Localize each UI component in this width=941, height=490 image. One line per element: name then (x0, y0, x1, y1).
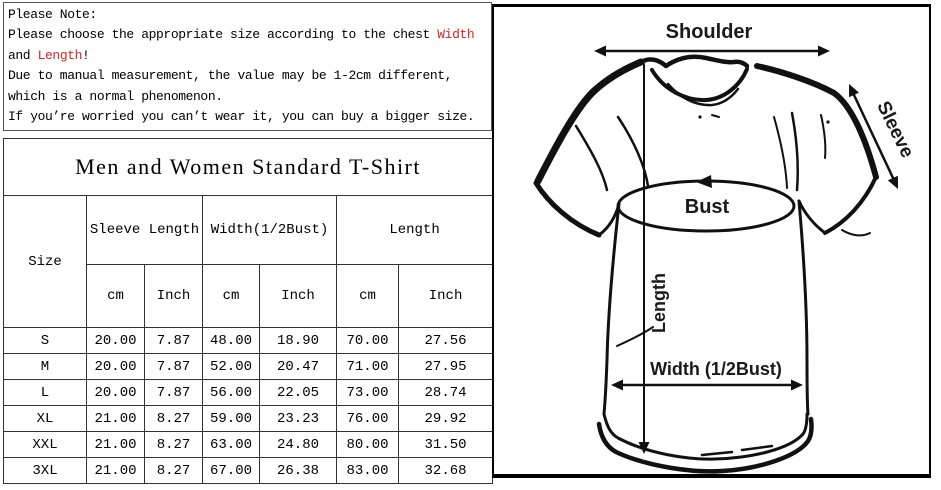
arrowhead-icon (594, 45, 606, 57)
value-cell: 23.23 (259, 405, 337, 432)
shoulder-measure-arrow (594, 45, 830, 57)
column-header-width: Width(1/2Bust) (202, 195, 337, 265)
table-row: XL 21.00 8.27 59.00 23.23 76.00 29.92 (3, 405, 494, 432)
value-cell: 63.00 (202, 431, 260, 458)
highlight-length: Length (37, 47, 83, 63)
value-cell: 29.92 (397, 405, 494, 432)
table-group-header-row: Size Sleeve Length Width(1/2Bust) Length (3, 195, 494, 328)
tshirt-left-sleeve-outline (534, 58, 645, 185)
value-cell: 20.00 (86, 327, 145, 354)
arrowhead-icon (638, 442, 650, 454)
size-cell: S (3, 327, 87, 354)
note-line: Due to manual measurement, the value may… (8, 68, 453, 84)
value-cell: 7.87 (144, 379, 203, 406)
note-line: If you’re worried you can’t wear it, you… (8, 109, 475, 125)
value-cell: 20.47 (259, 353, 337, 380)
arrowhead-icon (887, 175, 898, 189)
value-cell: 8.27 (144, 457, 203, 484)
table-unit-header-row: cm Inch cm Inch cm Inch (4, 264, 494, 328)
note-line: Please choose the appropriate size accor… (8, 27, 475, 43)
unit-header: Inch (259, 264, 337, 328)
shoulder-label: Shoulder (666, 21, 753, 43)
value-cell: 21.00 (86, 457, 145, 484)
table-row: XXL 21.00 8.27 63.00 24.80 80.00 31.50 (3, 431, 494, 458)
value-cell: 31.50 (397, 431, 494, 458)
value-cell: 7.87 (144, 327, 203, 354)
bust-measure-ellipse (616, 175, 796, 233)
table-row: 3XL 21.00 8.27 67.00 26.38 83.00 32.68 (3, 457, 494, 484)
sleeve-label: Sleeve (872, 98, 917, 161)
tshirt-right-sleeve-outline (754, 63, 879, 180)
unit-header: Inch (397, 264, 494, 328)
table-title: Men and Women Standard T-Shirt (2, 138, 494, 196)
value-cell: 22.05 (259, 379, 337, 406)
value-cell: 21.00 (86, 405, 145, 432)
value-cell: 27.56 (397, 327, 494, 354)
value-cell: 83.00 (336, 457, 399, 484)
value-cell: 7.87 (144, 353, 203, 380)
value-cell: 20.00 (86, 379, 145, 406)
sleeve-measure-arrow (849, 84, 898, 189)
value-cell: 80.00 (336, 431, 399, 458)
bust-arrowhead-icon (696, 175, 712, 188)
length-label: Length (649, 273, 669, 333)
arrowhead-icon (849, 84, 859, 98)
value-cell: 59.00 (202, 405, 260, 432)
value-cell: 32.68 (397, 457, 494, 484)
unit-header: cm (86, 264, 145, 328)
bust-label: Bust (685, 196, 730, 218)
tshirt-drawing: Shoulder Sleeve Bust Length Width (1/2Bu… (533, 21, 918, 474)
width-measure-arrow (611, 379, 803, 391)
value-cell: 8.27 (144, 431, 203, 458)
arrowhead-icon (818, 45, 830, 57)
value-cell: 48.00 (202, 327, 260, 354)
table-title-row: Men and Women Standard T-Shirt (2, 138, 494, 196)
value-cell: 76.00 (336, 405, 399, 432)
value-cell: 27.95 (397, 353, 494, 380)
unit-header: Inch (144, 264, 203, 328)
value-cell: 70.00 (336, 327, 399, 354)
size-cell: M (3, 353, 87, 380)
value-cell: 52.00 (202, 353, 260, 380)
value-cell: 21.00 (86, 431, 145, 458)
tshirt-collar (638, 54, 750, 69)
width-label: Width (1/2Bust) (650, 359, 782, 379)
note-box: Please Note: Please choose the appropria… (3, 2, 492, 131)
length-measure-line (616, 63, 654, 454)
arrowhead-icon (791, 379, 803, 391)
highlight-width: Width (437, 27, 475, 43)
column-header-size: Size (3, 195, 87, 328)
arrowhead-icon (611, 379, 623, 391)
value-cell: 56.00 (202, 379, 260, 406)
size-cell: XXL (3, 431, 87, 458)
unit-header: cm (202, 264, 260, 328)
tshirt-hem (602, 412, 809, 461)
size-cell: 3XL (3, 457, 87, 484)
note-line: which is a normal phenomenon. (8, 88, 223, 104)
value-cell: 18.90 (259, 327, 337, 354)
value-cell: 67.00 (202, 457, 260, 484)
size-cell: L (3, 379, 87, 406)
tshirt-measurement-diagram: Shoulder Sleeve Bust Length Width (1/2Bu… (492, 4, 931, 478)
column-header-length: Length (335, 195, 494, 265)
column-header-sleeve-length: Sleeve Length (86, 195, 203, 265)
note-line: and Length! (8, 47, 90, 63)
unit-header: cm (336, 264, 399, 328)
value-cell: 8.27 (144, 405, 203, 432)
value-cell: 26.38 (259, 457, 337, 484)
value-cell: 71.00 (336, 353, 399, 380)
value-cell: 28.74 (397, 379, 494, 406)
value-cell: 24.80 (259, 431, 337, 458)
table-row: S 20.00 7.87 48.00 18.90 70.00 27.56 (3, 327, 494, 354)
size-table: Men and Women Standard T-Shirt Size Slee… (2, 138, 494, 484)
size-cell: XL (3, 405, 87, 432)
value-cell: 20.00 (86, 353, 145, 380)
note-line: Please Note: (8, 7, 97, 22)
value-cell: 73.00 (336, 379, 399, 406)
table-row: L 20.00 7.87 56.00 22.05 73.00 28.74 (3, 379, 494, 406)
table-row: M 20.00 7.87 52.00 20.47 71.00 27.95 (3, 353, 494, 380)
